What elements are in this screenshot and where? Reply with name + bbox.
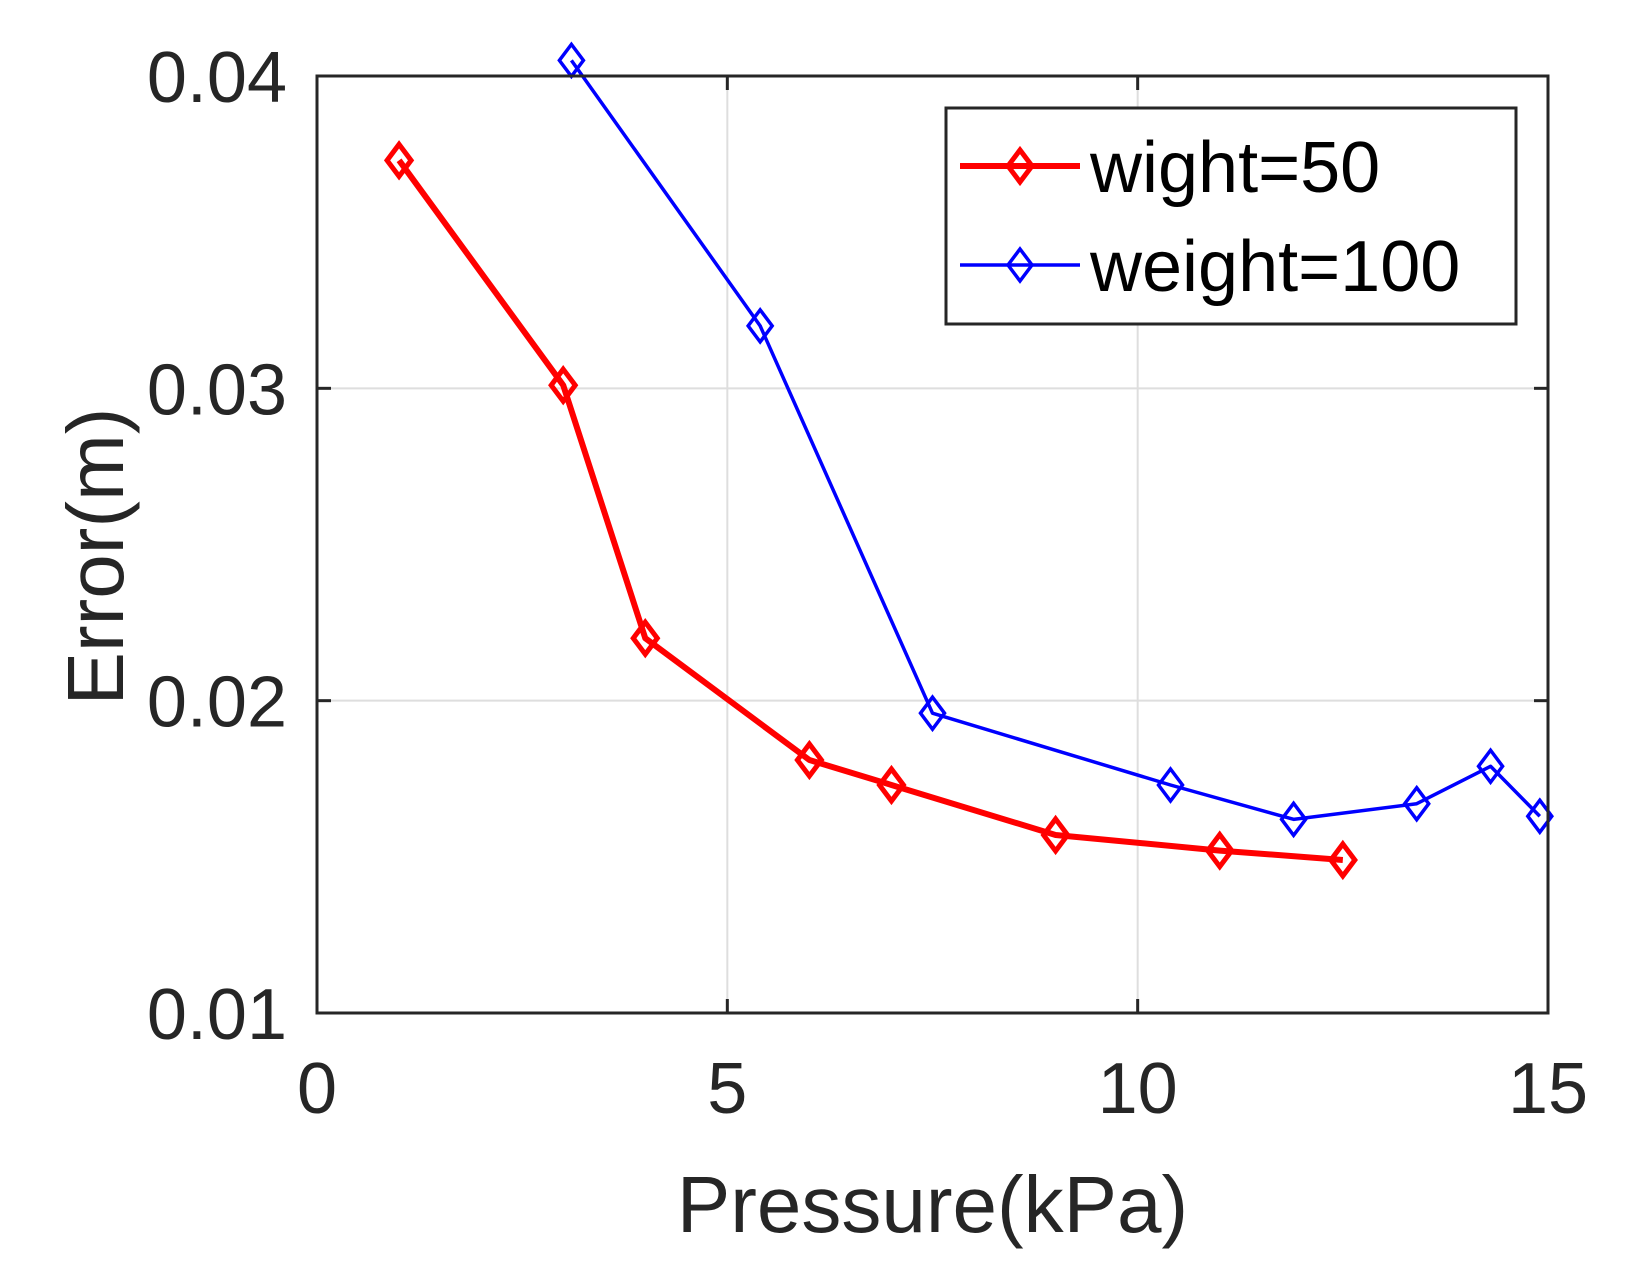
data-point-weight-100-2	[918, 694, 947, 733]
series-line-wight-50	[396, 158, 1344, 863]
data-point-weight-100-3	[1156, 766, 1185, 804]
series-layer	[383, 41, 1554, 881]
y-tick-label-0-02: 0.02	[147, 663, 287, 743]
data-point-weight-100-6	[1476, 747, 1505, 786]
data-point-weight-100-5	[1402, 784, 1431, 823]
data-point-weight-100-4	[1279, 800, 1308, 839]
legend-label-weight-100: weight=100	[1089, 227, 1460, 307]
series-wight-50	[383, 140, 1358, 881]
data-point-wight-50-0	[383, 140, 415, 181]
y-tick-label-0-03: 0.03	[147, 350, 287, 430]
legend-box	[944, 106, 1518, 326]
x-tick-label-5: 5	[707, 1049, 747, 1129]
legend-entry-weight-100: weight=100	[960, 227, 1460, 307]
ticks: 0 5 10 15 0.01 0.02 0.03 0.04	[147, 38, 1588, 1129]
legend-marker-weight-100	[1005, 246, 1035, 284]
axes-box	[315, 74, 1550, 1015]
data-point-wight-50-1	[548, 365, 579, 406]
y-tick-label-0-04: 0.04	[147, 38, 287, 118]
data-point-weight-100-1	[745, 306, 775, 345]
data-point-wight-50-5	[1040, 814, 1071, 856]
x-tick-label-10: 10	[1098, 1049, 1178, 1129]
legend: wight=50 weight=100	[944, 106, 1518, 326]
y-axis-title: Error(m)	[51, 408, 140, 706]
series-line-weight-100	[569, 59, 1542, 822]
legend-label-wight-50: wight=50	[1089, 128, 1380, 208]
data-point-wight-50-6	[1204, 830, 1235, 871]
legend-marker-wight-50	[1004, 145, 1036, 187]
series-weight-100	[557, 41, 1554, 839]
y-tick-label-0-01: 0.01	[147, 975, 287, 1055]
x-tick-label-0: 0	[297, 1049, 337, 1129]
legend-entry-wight-50: wight=50	[960, 128, 1380, 208]
data-point-wight-50-7	[1327, 839, 1358, 881]
x-axis-title: Pressure(kPa)	[677, 1160, 1188, 1249]
data-point-wight-50-2	[630, 618, 661, 659]
data-point-wight-50-3	[794, 739, 825, 781]
data-point-wight-50-4	[876, 764, 907, 806]
x-tick-label-15: 15	[1508, 1049, 1588, 1129]
